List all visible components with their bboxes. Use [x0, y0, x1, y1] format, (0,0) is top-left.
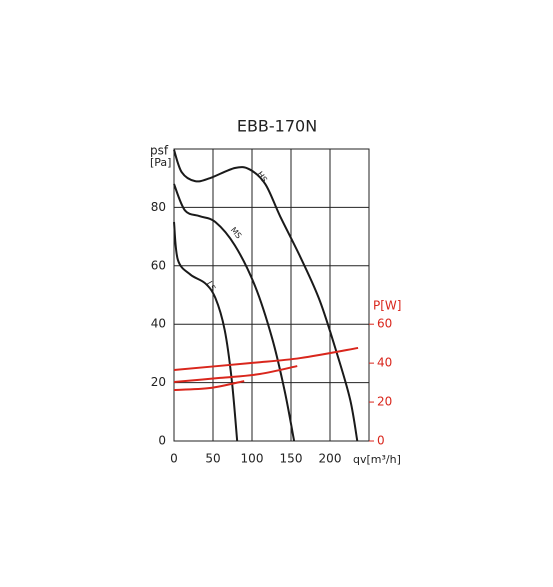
x-tick-label: 100	[241, 452, 264, 466]
curve-label: HS	[255, 170, 269, 184]
y2-tick-label: 0	[377, 434, 385, 448]
pressure-curve	[173, 149, 359, 442]
power-curve	[173, 380, 245, 391]
y2-tick-label: 60	[377, 317, 392, 331]
y2-axis-label: P[W]	[373, 299, 401, 313]
power-curve	[173, 365, 298, 384]
pressure-curve	[173, 221, 239, 442]
x-tick-label: 50	[205, 452, 220, 466]
y2-tick-label: 20	[377, 395, 392, 409]
x-tick-label: 200	[319, 452, 342, 466]
x-tick-label: 0	[170, 452, 178, 466]
chart-title: EBB-170N	[237, 117, 317, 136]
curve-label: LS	[205, 280, 218, 293]
x-tick-label: 150	[280, 452, 303, 466]
y-tick-label: 80	[151, 200, 166, 214]
y2-tick-label: 40	[377, 356, 392, 370]
y-tick-label: 60	[151, 258, 166, 272]
y-tick-label: 0	[158, 434, 166, 448]
y-tick-label: 40	[151, 317, 166, 331]
y-axis-unit: [Pa]	[150, 156, 171, 169]
y-tick-label: 20	[151, 375, 166, 389]
plot-frame	[173, 148, 370, 442]
power-curve	[173, 346, 359, 371]
y-axis-label: psf	[150, 144, 169, 158]
x-axis-label: qv[m³/h]	[353, 453, 401, 466]
pressure-curve	[173, 183, 296, 442]
